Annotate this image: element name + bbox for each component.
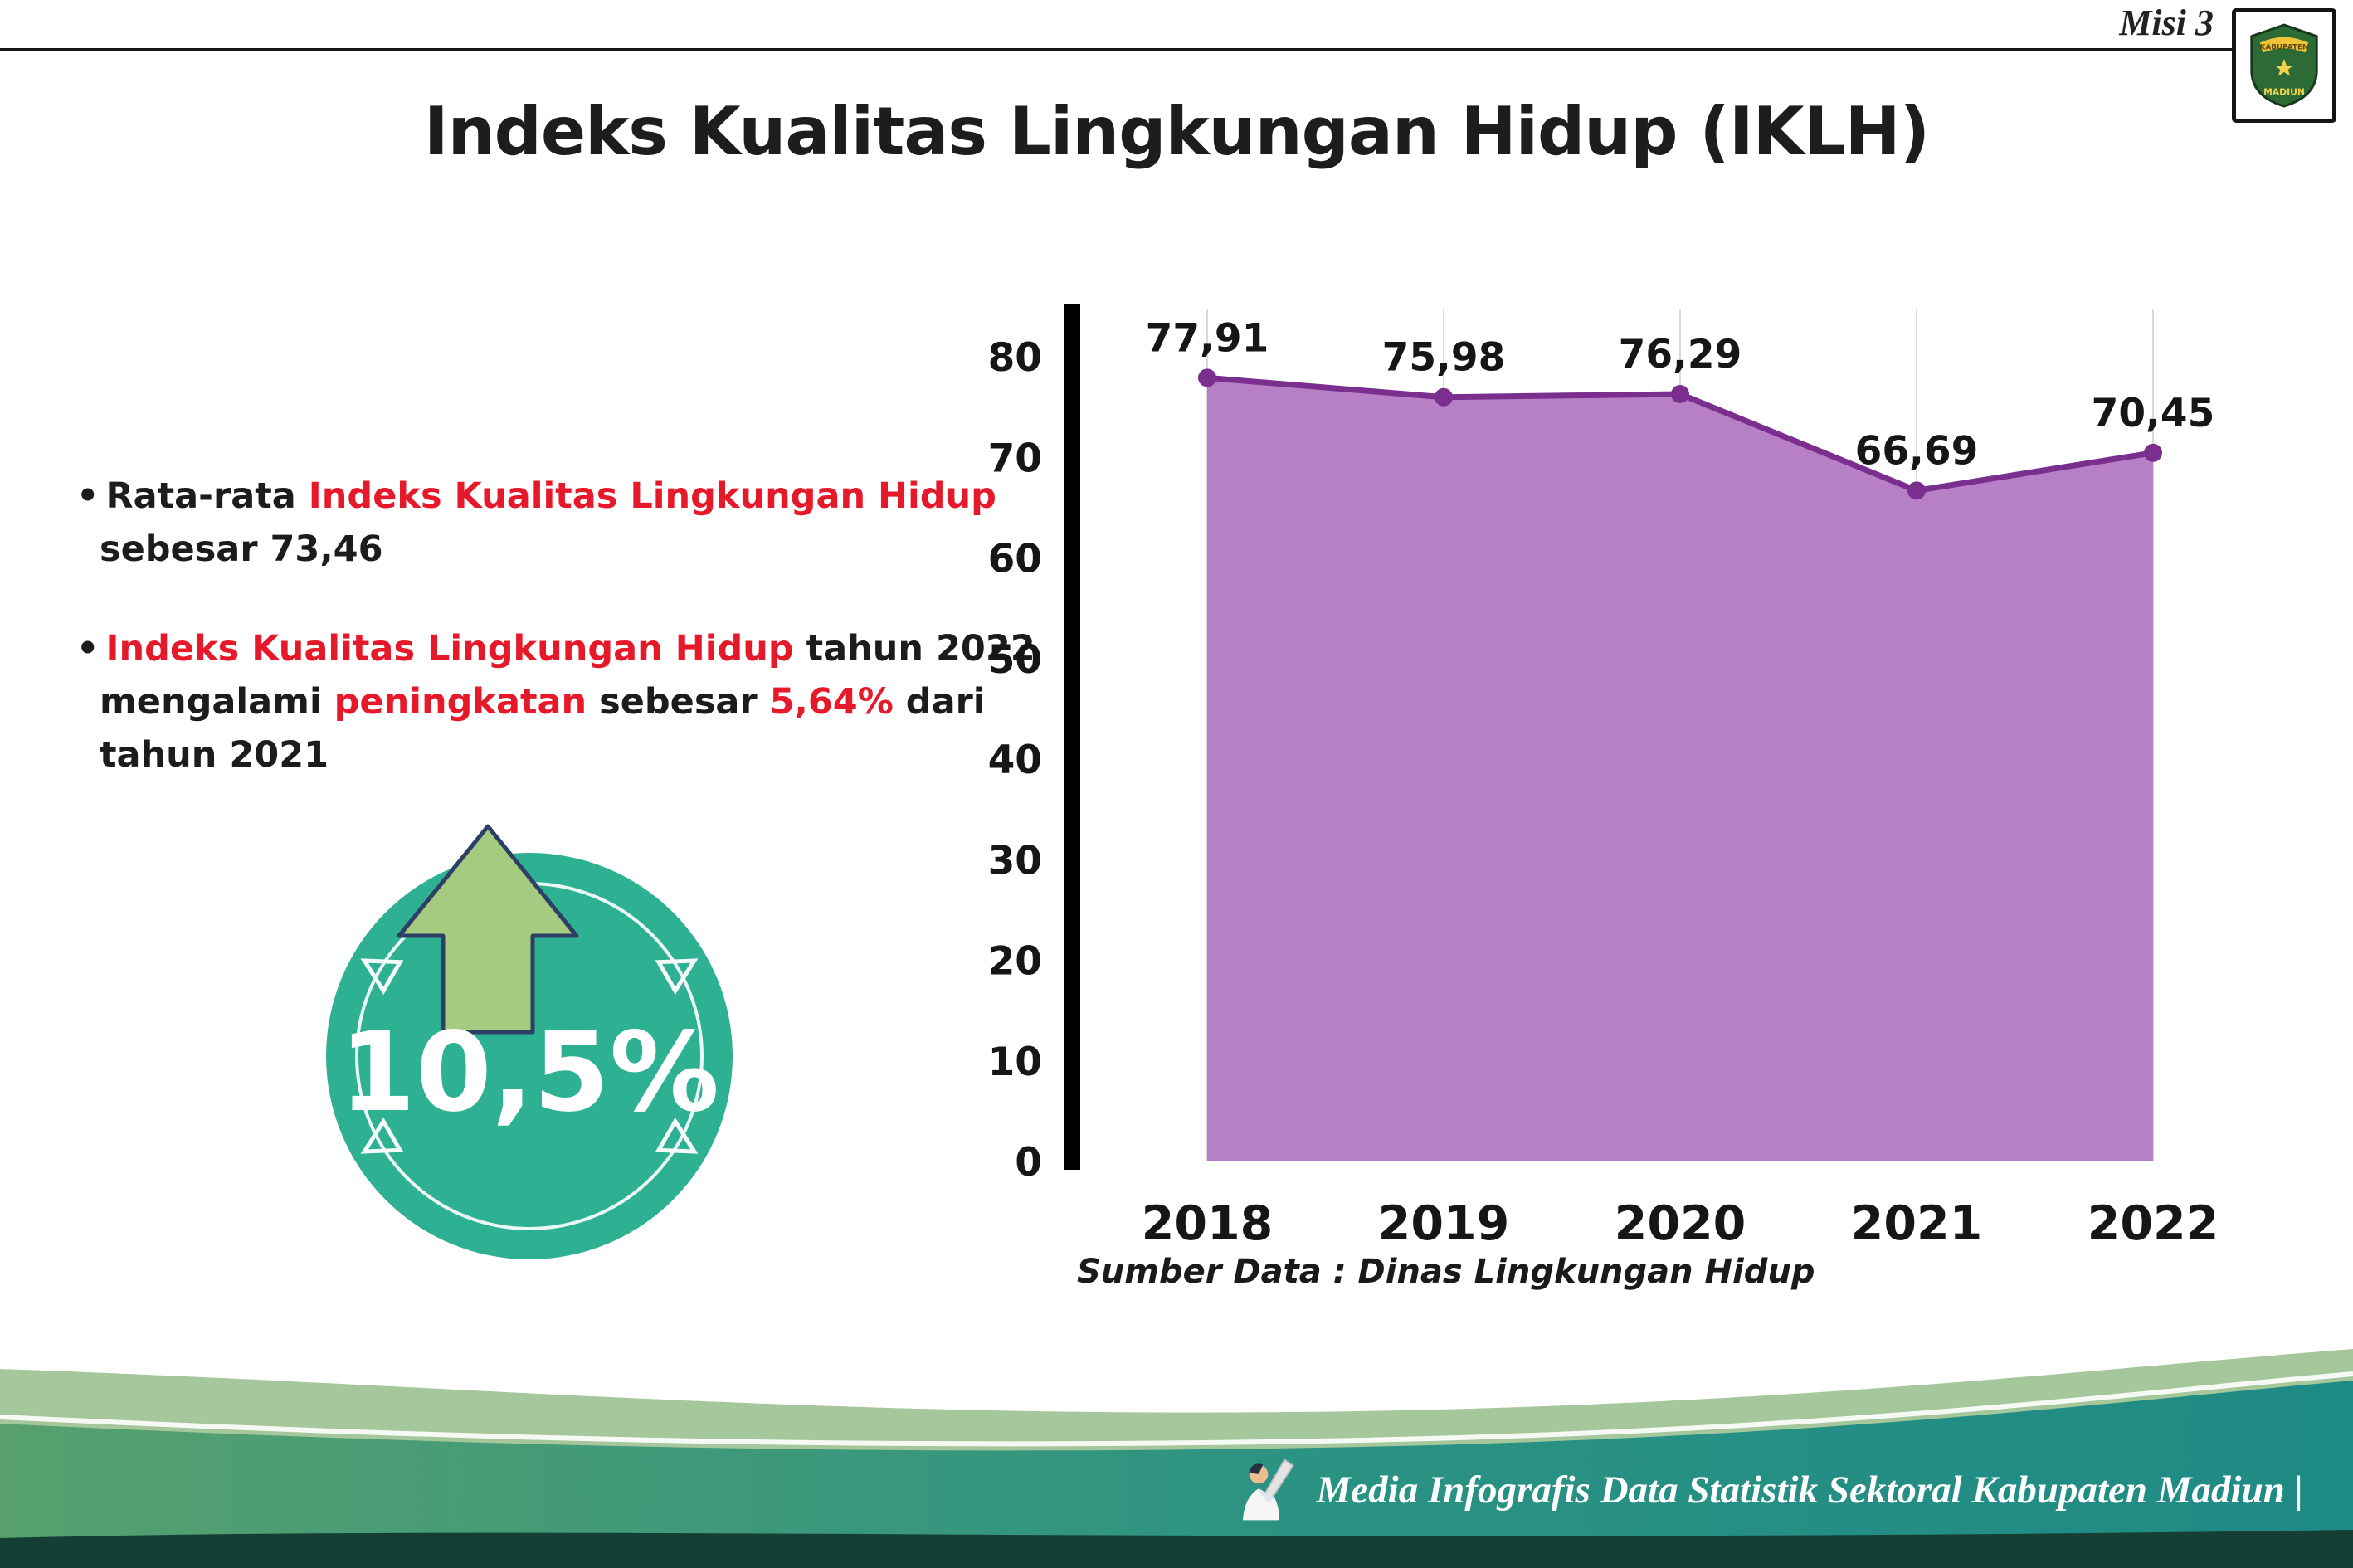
text-segment-highlight: peningkatan <box>334 681 587 723</box>
data-point <box>1671 384 1689 403</box>
kabupaten-madiun-seal: KABUPATEN MADIUN <box>2250 23 2318 108</box>
mascot-arm <box>1258 1488 1274 1503</box>
data-point <box>2144 443 2162 462</box>
text-segment: mengalami <box>100 681 334 723</box>
footer-wave-separator <box>0 1371 2353 1447</box>
header-rule <box>0 48 2234 51</box>
data-source-label: Sumber Data : Dinas Lingkungan Hidup <box>1077 1253 1815 1291</box>
text-segment-highlight: Indeks Kualitas Lingkungan Hidup <box>105 628 794 670</box>
badge-triangle-icon <box>360 1117 404 1154</box>
y-tick-label: 70 <box>988 436 1042 481</box>
key-points: • Rata-rata Indeks Kualitas Lingkungan Hi… <box>76 470 1072 782</box>
text-segment: sebesar <box>587 681 770 723</box>
footer-bottom-band <box>0 1530 2353 1568</box>
text-segment-highlight: Indeks Kualitas Lingkungan Hidup <box>308 475 996 517</box>
footer-waves <box>0 1349 2353 1568</box>
bullet-average-iklh: • Rata-rata Indeks Kualitas Lingkungan Hi… <box>76 470 1072 576</box>
text-segment: tahun 2021 <box>100 734 329 776</box>
y-tick-label: 30 <box>988 838 1042 884</box>
footer-credit: Media Infografis Data Statistik Sektoral… <box>1237 1457 2303 1523</box>
x-tick-label: 2021 <box>1851 1196 1983 1251</box>
bullet-line: tahun 2021 <box>76 728 1072 782</box>
seal-banner <box>2259 37 2309 53</box>
text-segment-highlight: 5,64% <box>769 681 894 723</box>
area-fill <box>1207 377 2153 1161</box>
bullet-marker: • <box>76 475 100 517</box>
y-tick-label: 40 <box>988 738 1042 783</box>
data-point <box>1907 481 1926 500</box>
data-point <box>1435 387 1453 407</box>
writer-mascot-icon <box>1242 1458 1294 1521</box>
x-tick-label: 2018 <box>1142 1196 1274 1251</box>
page-title: Indeks Kualitas Lingkungan Hidup (IKLH) <box>423 93 1930 170</box>
y-tick-label: 10 <box>988 1040 1042 1085</box>
badge-triangle-icon <box>655 958 699 996</box>
y-tick-label: 80 <box>988 335 1042 381</box>
footer-wave-teal <box>0 1381 2353 1568</box>
logo-top-text: KABUPATEN <box>2260 43 2309 51</box>
bullet-iklh-2022: • Indeks Kualitas Lingkungan Hidup tahun … <box>76 622 1072 782</box>
data-label: 77,91 <box>1146 315 1269 361</box>
y-tick-label: 0 <box>1015 1140 1042 1186</box>
badge-triangles <box>360 958 699 1154</box>
data-label: 76,29 <box>1619 332 1742 377</box>
text-segment: tahun 2022 <box>793 628 1035 670</box>
footer-text: Media Infografis Data Statistik Sektoral… <box>1316 1468 2303 1512</box>
bullet-line: • Rata-rata Indeks Kualitas Lingkungan Hi… <box>76 470 1072 523</box>
x-tick-label: 2019 <box>1378 1196 1510 1251</box>
kabupaten-madiun-logo: KABUPATEN MADIUN <box>2232 8 2336 123</box>
data-point <box>1198 368 1216 387</box>
text-segment: sebesar 73,46 <box>100 528 383 570</box>
data-label: 75,98 <box>1382 335 1506 381</box>
badge-triangle-icon <box>655 1117 699 1154</box>
iklh-area-chart: 77,91 75,98 76,29 66,69 70,45 0 10 20 30 40 50 60 70… <box>988 304 2219 1251</box>
misi-label: Misi 3 <box>2119 2 2214 43</box>
y-tick-label: 50 <box>988 637 1042 683</box>
bullet-line: mengalami peningkatan sebesar 5,64% dari <box>76 675 1072 728</box>
bullet-line: • Indeks Kualitas Lingkungan Hidup tahun … <box>76 622 1072 675</box>
mascot-hair <box>1249 1463 1263 1474</box>
data-label: 66,69 <box>1855 428 1979 474</box>
bullet-line: sebesar 73,46 <box>76 523 1072 576</box>
y-tick-label: 20 <box>988 939 1042 985</box>
data-label: 70,45 <box>2092 391 2215 436</box>
bullet-marker: • <box>76 628 100 670</box>
up-arrow-icon <box>397 824 579 1035</box>
y-tick-label: 60 <box>988 537 1042 582</box>
text-segment: Rata-rata <box>105 475 309 517</box>
logo-star-icon <box>2275 59 2293 76</box>
x-tick-label: 2020 <box>1615 1196 1746 1251</box>
x-tick-label: 2022 <box>2087 1196 2219 1251</box>
badge-value: 10,5% <box>339 1009 719 1137</box>
badge-circle <box>326 853 733 1259</box>
increase-badge: 10,5% <box>326 824 733 1259</box>
y-axis-bar <box>1064 304 1080 1170</box>
logo-bottom-text: MADIUN <box>2263 86 2305 97</box>
text-segment: dari <box>893 681 986 723</box>
badge-triangle-icon <box>360 958 404 996</box>
